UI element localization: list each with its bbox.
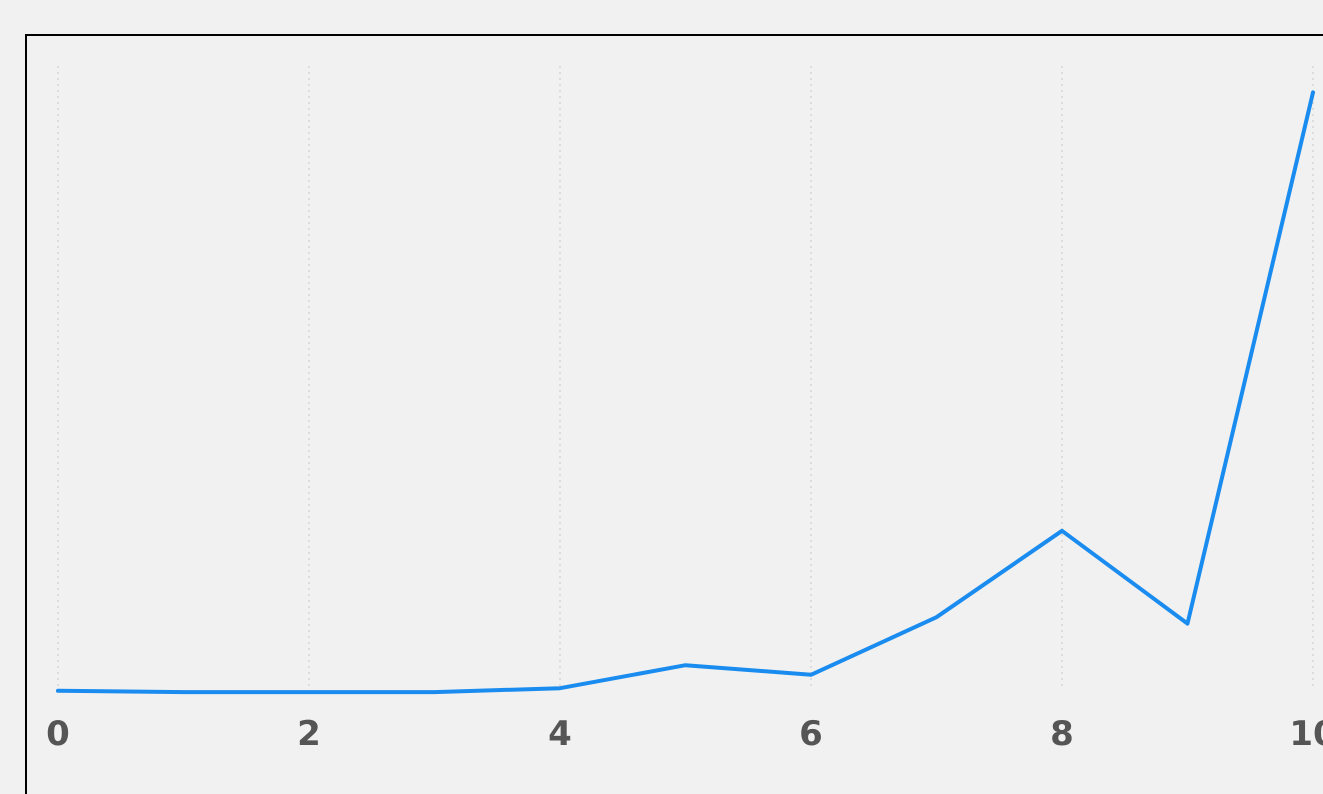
x-tick-label: 10	[1289, 714, 1323, 754]
x-gridlines	[57, 66, 1314, 690]
line-chart: 0 2 4 6 8 10	[46, 66, 1323, 754]
x-tick-labels: 0 2 4 6 8 10	[46, 714, 1323, 754]
chart-frame	[25, 34, 1323, 794]
x-tick-label: 0	[46, 714, 70, 754]
x-tick-label: 6	[799, 714, 823, 754]
series-layer	[56, 90, 1315, 695]
x-tick-label: 8	[1050, 714, 1074, 754]
x-tick-label: 2	[297, 714, 321, 754]
x-tick-label: 4	[548, 714, 572, 754]
series-line	[56, 90, 1315, 695]
